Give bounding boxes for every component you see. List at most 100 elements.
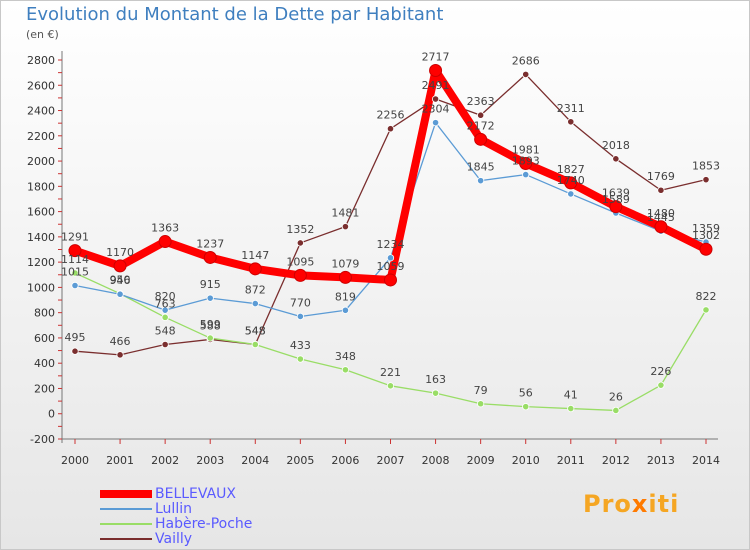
- data-label: 495: [65, 331, 86, 344]
- data-point: [116, 290, 124, 298]
- data-label: 915: [200, 278, 221, 291]
- data-label: 1480: [647, 207, 675, 220]
- data-point: [203, 250, 217, 264]
- data-label: 433: [290, 339, 311, 352]
- data-point: [564, 176, 578, 190]
- y-tick-label: 2600: [27, 79, 55, 92]
- x-tick-label: 2013: [647, 454, 675, 467]
- legend-label: BELLEVAUX: [155, 486, 236, 502]
- data-label: 1352: [286, 223, 314, 236]
- data-label: 1363: [151, 222, 179, 235]
- data-label: 819: [335, 290, 356, 303]
- data-label: 1291: [61, 231, 89, 244]
- data-point: [251, 340, 259, 349]
- data-point: [341, 366, 350, 374]
- data-point: [431, 119, 440, 127]
- data-label: 770: [290, 296, 311, 309]
- data-label: 1059: [377, 260, 405, 273]
- data-label: 1740: [557, 174, 585, 187]
- data-label: 1015: [61, 266, 89, 279]
- x-tick-label: 2002: [151, 454, 179, 467]
- data-point: [251, 299, 259, 308]
- x-tick-label: 2005: [286, 454, 314, 467]
- data-label: 820: [155, 290, 176, 303]
- data-label: 2172: [467, 119, 495, 132]
- y-tick-label: 2800: [27, 54, 55, 67]
- legend-swatch: [100, 538, 152, 540]
- legend-swatch: [100, 490, 152, 498]
- data-label: 548: [155, 325, 176, 338]
- data-label: 56: [519, 387, 533, 400]
- data-label: 1170: [106, 246, 134, 259]
- x-tick-label: 2008: [422, 454, 450, 467]
- data-point: [477, 111, 485, 119]
- data-point: [474, 132, 488, 146]
- data-label: 2018: [602, 139, 630, 152]
- data-point: [657, 381, 665, 389]
- data-point: [384, 273, 397, 287]
- data-point: [477, 400, 485, 408]
- data-label: 763: [155, 297, 176, 310]
- data-point: [293, 268, 307, 282]
- data-label: 950: [110, 274, 131, 287]
- data-label: 1079: [331, 257, 359, 270]
- data-point: [702, 176, 710, 184]
- legend-swatch: [100, 523, 152, 525]
- data-point: [386, 254, 395, 262]
- data-label: 1237: [196, 237, 224, 250]
- data-point: [567, 118, 575, 126]
- data-point: [522, 70, 530, 79]
- data-point: [296, 312, 304, 321]
- y-tick-label: 1000: [27, 281, 55, 294]
- data-label: 872: [245, 284, 266, 297]
- x-tick-label: 2010: [512, 454, 540, 467]
- legend-item: Lullin: [100, 502, 192, 516]
- data-point: [699, 242, 713, 256]
- data-label: 1095: [286, 255, 314, 268]
- y-tick-label: 1200: [27, 256, 55, 269]
- y-tick-label: 1400: [27, 231, 55, 244]
- data-point: [654, 220, 668, 234]
- data-point: [113, 259, 127, 273]
- data-label: 548: [245, 325, 266, 338]
- data-label: 1589: [602, 193, 630, 206]
- data-point: [567, 404, 575, 413]
- series-points: [68, 63, 713, 415]
- axes: -200 0 200 400 600 800 1000 1200 1400 1600 1800 200…: [27, 51, 720, 467]
- data-label: 1769: [647, 170, 675, 183]
- data-point: [567, 190, 575, 198]
- data-point: [116, 351, 124, 359]
- data-label: 588: [200, 319, 221, 332]
- data-point: [429, 63, 443, 77]
- data-label: 2491: [422, 79, 450, 92]
- data-label: 2363: [467, 95, 495, 108]
- data-label: 1359: [692, 222, 720, 235]
- data-label: 1481: [331, 207, 359, 220]
- x-tick-label: 2011: [557, 454, 585, 467]
- y-tick-label: 200: [34, 382, 55, 395]
- data-label: 1114: [61, 253, 89, 266]
- data-point: [206, 334, 214, 342]
- y-tick-label: 2200: [27, 130, 55, 143]
- chart-subtitle: (en €): [26, 28, 59, 41]
- data-point: [431, 389, 440, 397]
- data-label: 1853: [692, 160, 720, 173]
- y-tick-label: 2000: [27, 155, 55, 168]
- data-label: 41: [564, 389, 578, 402]
- brand-logo: Proxiti: [583, 490, 680, 518]
- data-point: [296, 355, 304, 363]
- data-point: [158, 235, 172, 249]
- data-point: [386, 382, 395, 390]
- legend-item: BELLEVAUX: [100, 487, 236, 501]
- y-tick-label: 1800: [27, 180, 55, 193]
- data-point: [657, 186, 665, 194]
- data-point: [612, 406, 620, 415]
- data-point: [522, 403, 530, 411]
- data-label: 1445: [647, 211, 675, 224]
- data-point: [71, 347, 79, 355]
- data-point: [161, 306, 169, 314]
- legend-item: Habère-Poche: [100, 517, 252, 531]
- x-tick-label: 2004: [241, 454, 269, 467]
- data-point: [386, 125, 395, 133]
- data-label: 1639: [602, 187, 630, 200]
